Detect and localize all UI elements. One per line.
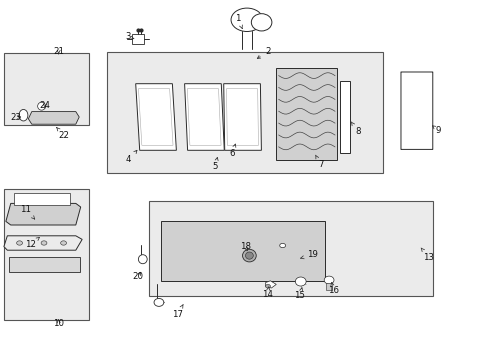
Ellipse shape <box>242 249 256 262</box>
Ellipse shape <box>61 241 66 245</box>
Text: 20: 20 <box>132 272 143 281</box>
Ellipse shape <box>295 277 305 286</box>
Ellipse shape <box>19 109 28 121</box>
Polygon shape <box>265 281 276 288</box>
Text: 10: 10 <box>53 319 64 328</box>
Ellipse shape <box>279 243 285 248</box>
Ellipse shape <box>138 255 147 264</box>
Polygon shape <box>28 112 79 124</box>
Bar <box>149 201 432 296</box>
Ellipse shape <box>38 102 45 110</box>
Text: 15: 15 <box>294 288 305 300</box>
Text: 23: 23 <box>11 113 21 122</box>
Ellipse shape <box>265 284 270 288</box>
Text: 22: 22 <box>57 127 69 140</box>
Text: 1: 1 <box>235 14 242 29</box>
Bar <box>4 53 89 125</box>
Polygon shape <box>6 203 81 225</box>
Text: 11: 11 <box>20 205 35 219</box>
Ellipse shape <box>17 241 22 245</box>
Bar <box>339 81 349 153</box>
Bar <box>106 52 382 173</box>
FancyBboxPatch shape <box>400 72 432 149</box>
Polygon shape <box>136 84 176 150</box>
Text: 2: 2 <box>257 47 270 58</box>
Text: 24: 24 <box>40 100 50 110</box>
Ellipse shape <box>413 72 420 79</box>
Ellipse shape <box>251 14 271 31</box>
Polygon shape <box>224 84 261 150</box>
Text: 7: 7 <box>315 155 323 170</box>
Text: 6: 6 <box>229 144 235 158</box>
Bar <box>276 68 337 160</box>
Bar <box>4 189 89 320</box>
Bar <box>132 34 144 44</box>
Text: 16: 16 <box>327 282 338 295</box>
Bar <box>325 283 331 290</box>
Ellipse shape <box>41 241 47 245</box>
Bar <box>9 257 80 272</box>
Text: 8: 8 <box>350 122 360 136</box>
Text: 13: 13 <box>420 248 433 262</box>
Ellipse shape <box>231 8 263 32</box>
Bar <box>14 193 70 205</box>
Polygon shape <box>4 236 82 250</box>
Ellipse shape <box>324 276 333 284</box>
Text: 9: 9 <box>431 126 440 135</box>
Polygon shape <box>184 84 224 150</box>
Ellipse shape <box>154 298 163 306</box>
Text: 12: 12 <box>25 237 40 249</box>
Text: 18: 18 <box>240 243 251 252</box>
Text: 14: 14 <box>262 287 272 299</box>
Text: 17: 17 <box>172 305 183 319</box>
Ellipse shape <box>245 252 253 259</box>
Text: 19: 19 <box>300 251 317 259</box>
Text: 4: 4 <box>125 150 137 164</box>
Text: 21: 21 <box>53 47 64 56</box>
Bar <box>161 221 325 281</box>
Text: 5: 5 <box>212 157 218 171</box>
Text: 3: 3 <box>125 32 134 41</box>
